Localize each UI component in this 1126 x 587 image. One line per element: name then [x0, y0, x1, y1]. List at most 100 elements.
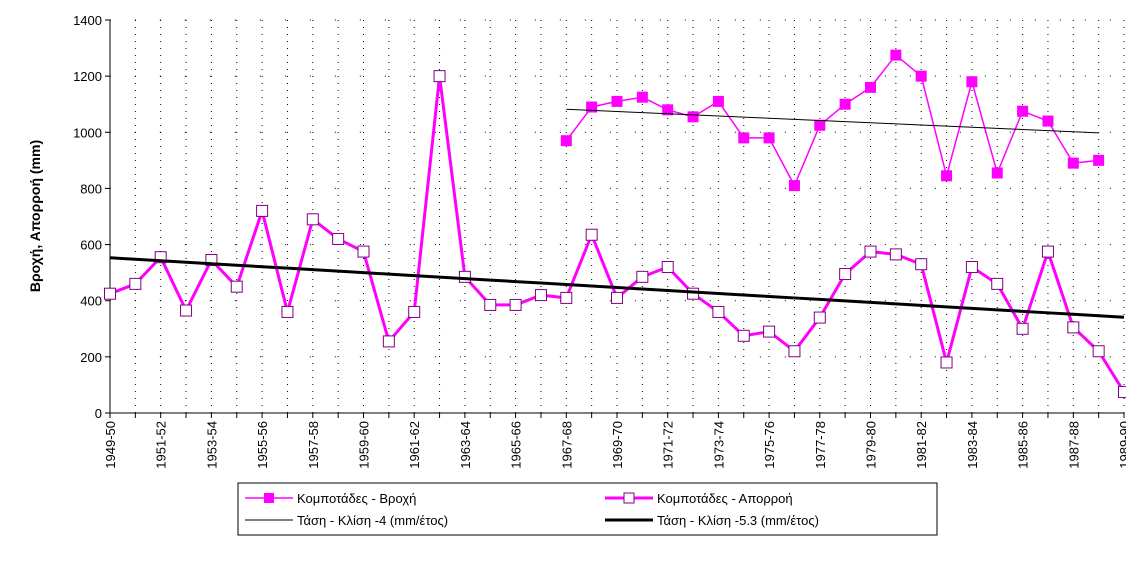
marker: [738, 132, 750, 144]
marker: [560, 135, 572, 147]
marker: [458, 270, 471, 283]
x-tick-label: 1965-66: [509, 421, 524, 469]
x-tick-label: 1981-82: [914, 421, 929, 469]
marker: [636, 91, 648, 103]
marker: [662, 104, 674, 116]
y-tick-label: 1200: [73, 69, 102, 84]
marker: [623, 492, 635, 504]
legend-label: Κομποτάδες - Βροχή: [297, 491, 416, 506]
y-tick-label: 1000: [73, 125, 102, 140]
x-tick-label: 1987-88: [1066, 421, 1081, 469]
y-tick-label: 600: [80, 238, 102, 253]
marker: [1016, 322, 1029, 335]
marker: [484, 298, 497, 311]
marker: [306, 213, 319, 226]
marker: [991, 277, 1004, 290]
marker: [1067, 321, 1080, 334]
marker: [941, 170, 953, 182]
marker: [1017, 105, 1029, 117]
y-tick-label: 800: [80, 181, 102, 196]
marker: [1042, 115, 1054, 127]
marker: [264, 493, 274, 503]
legend-label: Τάση - Κλίση -4 (mm/έτος): [297, 513, 448, 528]
series-line: [109, 256, 1125, 319]
x-tick-label: 1969-70: [610, 421, 625, 469]
marker: [839, 268, 852, 281]
y-tick-label: 1400: [73, 13, 102, 28]
marker: [560, 291, 573, 304]
marker: [1118, 385, 1126, 398]
marker: [534, 289, 547, 302]
marker: [281, 305, 294, 318]
marker: [129, 277, 142, 290]
x-tick-label: 1949-50: [103, 421, 118, 469]
marker: [788, 180, 800, 192]
series-line: [109, 74, 1126, 393]
marker: [889, 248, 902, 261]
marker: [205, 254, 218, 267]
marker: [915, 70, 927, 82]
marker: [712, 305, 725, 318]
marker: [357, 245, 370, 258]
marker: [763, 325, 776, 338]
series-line: [565, 54, 1099, 187]
marker: [864, 245, 877, 258]
y-tick-label: 0: [95, 406, 102, 421]
y-axis-label: Βροχή, Απορροή (mm): [27, 140, 43, 292]
marker: [1093, 154, 1105, 166]
marker: [813, 311, 826, 324]
marker: [966, 76, 978, 88]
marker: [712, 95, 724, 107]
marker: [839, 98, 851, 110]
marker: [661, 261, 674, 274]
legend-label: Τάση - Κλίση -5.3 (mm/έτος): [657, 513, 819, 528]
marker: [890, 49, 902, 61]
marker: [332, 232, 345, 245]
x-tick-label: 1963-64: [458, 421, 473, 469]
x-tick-label: 1971-72: [661, 421, 676, 469]
marker: [940, 356, 953, 369]
marker: [1092, 345, 1105, 358]
marker: [154, 251, 167, 264]
marker: [865, 81, 876, 93]
x-tick-label: 1953-54: [204, 421, 219, 469]
marker: [1041, 245, 1054, 258]
x-tick-label: 1961-62: [407, 421, 422, 469]
legend-box: [237, 482, 938, 536]
marker: [611, 291, 623, 304]
x-tick-label: 1959-60: [357, 421, 372, 469]
marker: [180, 304, 193, 317]
marker: [611, 95, 623, 107]
marker: [509, 298, 522, 311]
y-tick-label: 200: [80, 350, 102, 365]
legend-label: Κομποτάδες - Απορροή: [657, 491, 793, 506]
marker: [256, 204, 269, 217]
x-tick-label: 1957-58: [306, 421, 321, 469]
series-line: [566, 108, 1099, 134]
marker: [915, 258, 928, 271]
marker: [382, 335, 395, 348]
marker: [230, 280, 243, 293]
marker: [763, 132, 775, 144]
x-tick-label: 1985-86: [1016, 421, 1031, 469]
marker: [104, 287, 116, 300]
marker: [585, 228, 598, 241]
x-tick-label: 1983-84: [965, 421, 980, 469]
marker: [991, 167, 1003, 179]
x-tick-label: 1973-74: [711, 421, 726, 469]
marker: [788, 345, 801, 358]
x-tick-label: 1955-56: [255, 421, 270, 469]
y-tick-label: 400: [80, 294, 102, 309]
x-tick-label: 1989-90: [1117, 421, 1126, 469]
marker: [408, 305, 421, 318]
x-tick-label: 1979-80: [864, 421, 879, 469]
x-tick-label: 1951-52: [154, 421, 169, 469]
marker: [1067, 157, 1079, 169]
marker: [814, 119, 826, 131]
marker: [433, 70, 446, 83]
x-tick-label: 1975-76: [762, 421, 777, 469]
marker: [687, 111, 699, 123]
marker: [737, 329, 750, 342]
x-tick-label: 1967-68: [559, 421, 574, 469]
